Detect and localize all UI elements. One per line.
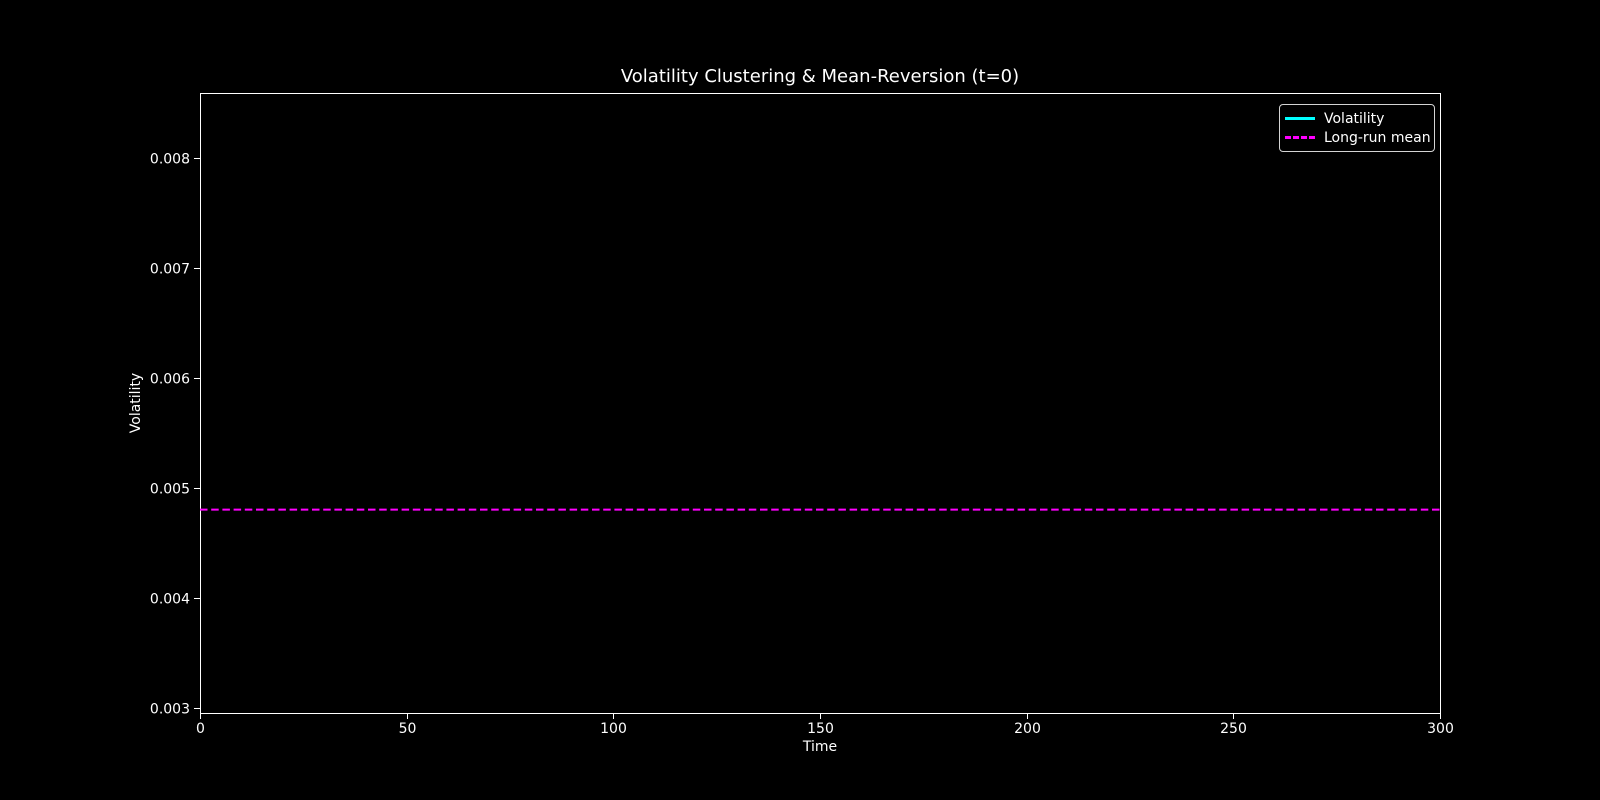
volatility-line-swatch: [1285, 117, 1315, 120]
x-tick-label: 300: [1427, 721, 1454, 737]
x-tick-label: 250: [1220, 721, 1247, 737]
legend: Volatility Long-run mean: [1279, 104, 1435, 152]
y-tick-label: 0.008: [150, 152, 190, 168]
x-axis-label: Time: [802, 739, 838, 755]
x-tick-label: 50: [399, 721, 417, 737]
y-tick-label: 0.004: [150, 592, 190, 608]
y-tick-label: 0.005: [150, 482, 190, 498]
axes-spines: [200, 93, 1441, 714]
x-tick-label: 0: [196, 721, 205, 737]
legend-label-volatility: Volatility: [1324, 110, 1385, 127]
y-tick-label: 0.006: [150, 372, 190, 388]
y-tick-label: 0.003: [150, 702, 190, 718]
x-tick-label: 150: [807, 721, 834, 737]
legend-label-long-run-mean: Long-run mean: [1324, 129, 1431, 146]
legend-item-long-run-mean: Long-run mean: [1285, 128, 1431, 147]
y-tick-label: 0.007: [150, 262, 190, 278]
legend-item-volatility: Volatility: [1285, 109, 1427, 128]
x-tick-label: 100: [600, 721, 627, 737]
mean-line-swatch: [1285, 136, 1315, 139]
x-tick-label: 200: [1014, 721, 1041, 737]
chart-title: Volatility Clustering & Mean-Reversion (…: [620, 66, 1020, 87]
